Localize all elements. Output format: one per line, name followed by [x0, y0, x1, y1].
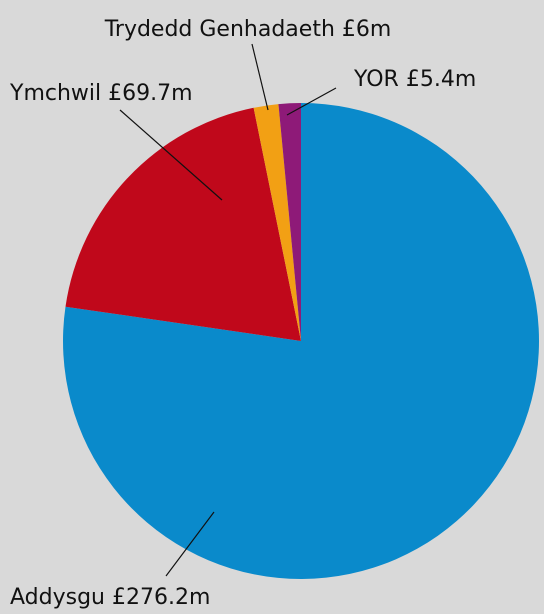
pie-slice-ymchwil — [65, 107, 302, 342]
pie-slice-yor — [278, 102, 301, 341]
leader-lines — [119, 43, 337, 577]
pie-slice-addysgu — [63, 103, 540, 579]
slice-label-addysgu: Addysgu £276.2m — [10, 585, 210, 610]
leader-line-yor — [286, 87, 337, 116]
slice-label-trydedd: Trydedd Genhadaeth £6m — [104, 17, 392, 42]
pie-slice-trydedd-genhadaeth — [253, 104, 301, 341]
slice-label-ymchwil: Ymchwil £69.7m — [9, 81, 193, 106]
slice-labels: Trydedd Genhadaeth £6m YOR £5.4m Ymchwil… — [9, 17, 476, 610]
leader-line-ymchwil — [119, 109, 223, 201]
leader-line-addysgu — [165, 511, 215, 577]
slice-label-yor: YOR £5.4m — [353, 67, 476, 92]
pie-slices — [63, 102, 540, 579]
leader-line-trydedd — [251, 43, 269, 111]
